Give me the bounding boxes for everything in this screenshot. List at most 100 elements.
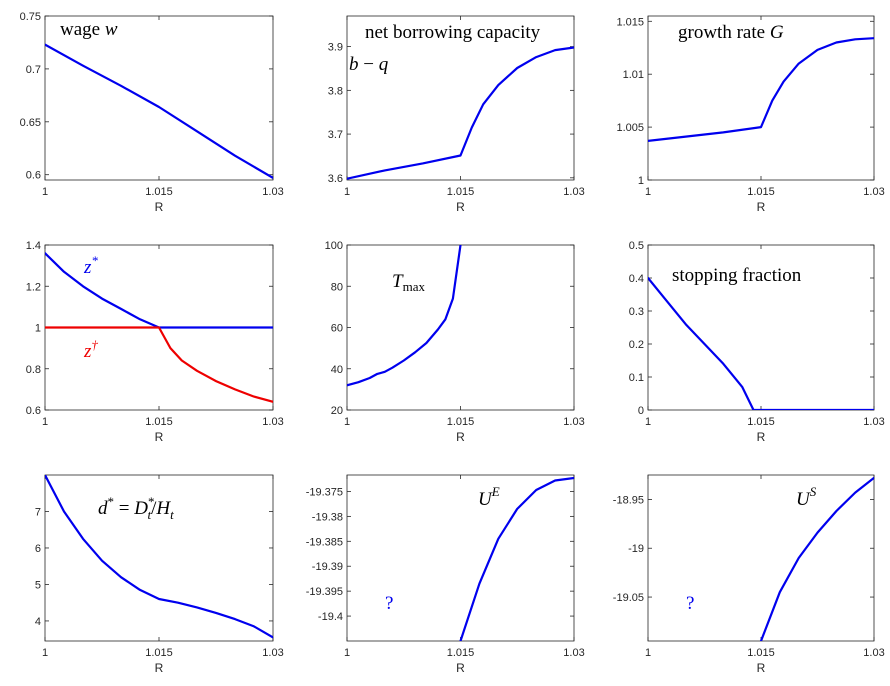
y-tick-label: -19.385 [306,536,343,548]
chart-panel-5: 1 1.015 1.03 20 40 60 80 100 R Tmax [325,240,585,444]
x-tick-label: 1.03 [262,416,283,428]
x-tick-label: 1 [645,647,651,659]
y-tick-label: 3.6 [328,173,343,185]
y-tick-label: 40 [331,364,343,376]
y-tick-label: 1 [35,323,41,335]
panel-annotation: d* = D* t/Ht [98,494,174,522]
x-tick-label: 1.015 [447,186,475,198]
x-tick-label: 1.015 [747,416,775,428]
chart-panel-7: 1 1.015 1.03 4 5 6 7 Rd* = D* t/Ht [35,474,284,675]
panel-annotation: wage w [60,19,118,40]
x-tick-label: 1.015 [747,186,775,198]
y-tick-label: 80 [331,281,343,293]
series-line-1 [648,37,874,142]
y-tick-label: 0.7 [26,64,41,76]
y-tick-label: 3.8 [328,85,343,97]
y-tick-label: 1.4 [26,240,41,252]
x-axis-label: R [155,661,164,675]
panel-annotation: stopping fraction [672,265,802,286]
y-tick-label: 1.005 [616,122,644,134]
x-tick-label: 1.03 [863,186,884,198]
y-tick-label: -19.05 [613,592,644,604]
x-tick-label: 1 [42,416,48,428]
x-axis-label: R [757,200,766,214]
y-tick-label: 1.2 [26,281,41,293]
y-tick-label: 1.015 [616,16,644,28]
y-tick-label: 6 [35,543,41,555]
y-tick-label: 7 [35,506,41,518]
x-tick-label: 1.03 [563,647,584,659]
x-tick-label: 1.015 [447,416,475,428]
y-tick-label: 1.01 [623,69,644,81]
y-tick-label: -19 [628,543,644,555]
series-line-1 [347,245,462,387]
y-tick-label: -19.375 [306,486,343,498]
y-tick-label: 60 [331,323,343,335]
chart-panel-9: 1 1.015 1.03 -19.05 -19 -18.95 R US? [613,474,885,675]
y-tick-label: 0.6 [26,405,41,417]
y-tick-label: -19.39 [312,561,343,573]
chart-panel-8: 1 1.015 1.03 -19.4 -19.395 -19.39 -19.385 -19.3… [306,474,585,675]
x-tick-label: 1.015 [447,647,475,659]
y-tick-label: 0 [638,405,644,417]
series-line-1 [648,276,874,410]
x-tick-label: 1 [344,416,350,428]
x-tick-label: 1.015 [145,186,173,198]
panel-annotation: US [796,484,817,510]
y-tick-label: 0.65 [20,117,41,129]
series-line-1 [347,46,574,180]
x-tick-label: 1.03 [262,647,283,659]
panel-annotation: growth rate G [678,22,784,43]
panel-annotation: Tmax [392,271,425,294]
series-label-z-dagger: z† [83,337,98,362]
y-tick-label: 0.3 [629,306,644,318]
x-axis-label: R [155,200,164,214]
unknown-marker: ? [686,593,694,614]
x-tick-label: 1.03 [563,186,584,198]
axes-frame [44,15,274,181]
y-tick-label: 0.75 [20,11,41,23]
x-tick-label: 1.03 [563,416,584,428]
x-tick-label: 1 [344,186,350,198]
x-tick-label: 1.015 [747,647,775,659]
x-tick-label: 1 [645,186,651,198]
x-tick-label: 1.03 [863,647,884,659]
panel-annotation: net borrowing capacity b − q [349,22,541,75]
y-tick-label: 3.7 [328,129,343,141]
series-line-1 [459,476,574,641]
x-tick-label: 1.015 [145,416,173,428]
y-tick-label: 0.4 [629,273,644,285]
x-axis-label: R [456,200,465,214]
axes-frame [647,474,875,642]
series-label-z-star: z* [83,253,98,278]
series-line-1 [45,475,273,639]
x-axis-label: R [456,430,465,444]
y-tick-label: 3.9 [328,42,343,54]
y-tick-label: 0.8 [26,364,41,376]
x-axis-label: R [155,430,164,444]
y-tick-label: 0.5 [629,240,644,252]
y-tick-label: 0.6 [26,170,41,182]
y-tick-label: -19.395 [306,586,343,598]
x-tick-label: 1.015 [145,647,173,659]
y-tick-label: -19.4 [318,611,343,623]
x-tick-label: 1 [645,416,651,428]
y-tick-label: -19.38 [312,511,343,523]
y-tick-label: 0.2 [629,339,644,351]
x-tick-label: 1.03 [863,416,884,428]
y-tick-label: 4 [35,616,41,628]
x-axis-label: R [456,661,465,675]
axes-frame [346,474,575,642]
y-tick-label: 1 [638,175,644,187]
x-tick-label: 1.03 [262,186,283,198]
y-tick-label: 100 [325,240,343,252]
series-line-1 [45,43,273,179]
chart-panel-4: 1 1.015 1.03 0.6 0.8 1 1.2 1.4 Rz* z† [26,240,284,444]
x-tick-label: 1 [42,186,48,198]
x-tick-label: 1 [42,647,48,659]
y-tick-label: 5 [35,579,41,591]
